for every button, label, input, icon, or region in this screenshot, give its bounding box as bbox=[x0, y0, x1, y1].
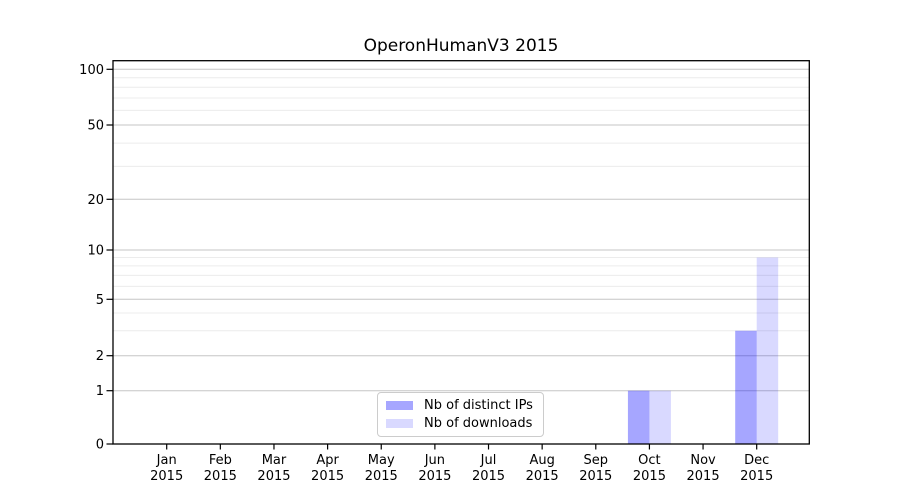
y-tick-label: 0 bbox=[96, 438, 104, 453]
x-tick-label-year: 2015 bbox=[740, 469, 773, 484]
bar-oct-s1 bbox=[649, 390, 671, 444]
x-tick-label-year: 2015 bbox=[526, 469, 559, 484]
plot-border bbox=[112, 60, 810, 445]
x-tick-label-month: May bbox=[368, 453, 395, 468]
x-tick-label-year: 2015 bbox=[418, 469, 451, 484]
x-tick-label-month: Jun bbox=[424, 453, 445, 468]
x-tick-label-year: 2015 bbox=[204, 469, 237, 484]
x-tick-label-month: Dec bbox=[744, 453, 769, 468]
y-tick-label: 50 bbox=[87, 119, 104, 134]
x-tick-label-month: Jul bbox=[480, 453, 497, 468]
legend: Nb of distinct IPs Nb of downloads bbox=[377, 392, 544, 437]
y-tick-label: 20 bbox=[87, 193, 104, 208]
legend-item-downloads: Nb of downloads bbox=[386, 416, 543, 431]
x-tick-label-month: Sep bbox=[584, 453, 609, 468]
bar-dec-s1 bbox=[756, 257, 779, 444]
chart-title: OperonHumanV3 2015 bbox=[363, 36, 559, 56]
x-tick-label-year: 2015 bbox=[150, 469, 183, 484]
y-tick-label: 1 bbox=[96, 384, 104, 399]
y-tick-label: 100 bbox=[79, 63, 104, 78]
x-tick-label-month: Mar bbox=[262, 453, 287, 468]
legend-label-distinct-ips: Nb of distinct IPs bbox=[424, 398, 533, 413]
x-tick-label-year: 2015 bbox=[365, 469, 398, 484]
x-tick-label-month: Jan bbox=[156, 453, 177, 468]
legend-swatch-distinct-ips bbox=[386, 401, 413, 410]
y-tick-label: 10 bbox=[87, 244, 104, 259]
x-tick-label-month: Oct bbox=[638, 453, 660, 468]
x-tick-label-year: 2015 bbox=[472, 469, 505, 484]
legend-swatch-downloads bbox=[386, 419, 413, 428]
x-tick-label-year: 2015 bbox=[311, 469, 344, 484]
x-tick-label-year: 2015 bbox=[257, 469, 290, 484]
x-tick-label-month: Apr bbox=[316, 453, 339, 468]
bar-oct-s0 bbox=[627, 390, 650, 444]
y-tick-label: 2 bbox=[96, 349, 104, 364]
x-tick-label-year: 2015 bbox=[633, 469, 666, 484]
x-tick-label-month: Nov bbox=[690, 453, 716, 468]
x-tick-label-year: 2015 bbox=[579, 469, 612, 484]
x-tick-label-month: Feb bbox=[209, 453, 232, 468]
y-tick-label: 5 bbox=[96, 293, 104, 308]
legend-label-downloads: Nb of downloads bbox=[424, 416, 533, 431]
bar-dec-s0 bbox=[735, 330, 757, 444]
x-tick-label-month: Aug bbox=[529, 453, 554, 468]
x-tick-label-year: 2015 bbox=[687, 469, 720, 484]
legend-item-distinct-ips: Nb of distinct IPs bbox=[386, 398, 543, 413]
